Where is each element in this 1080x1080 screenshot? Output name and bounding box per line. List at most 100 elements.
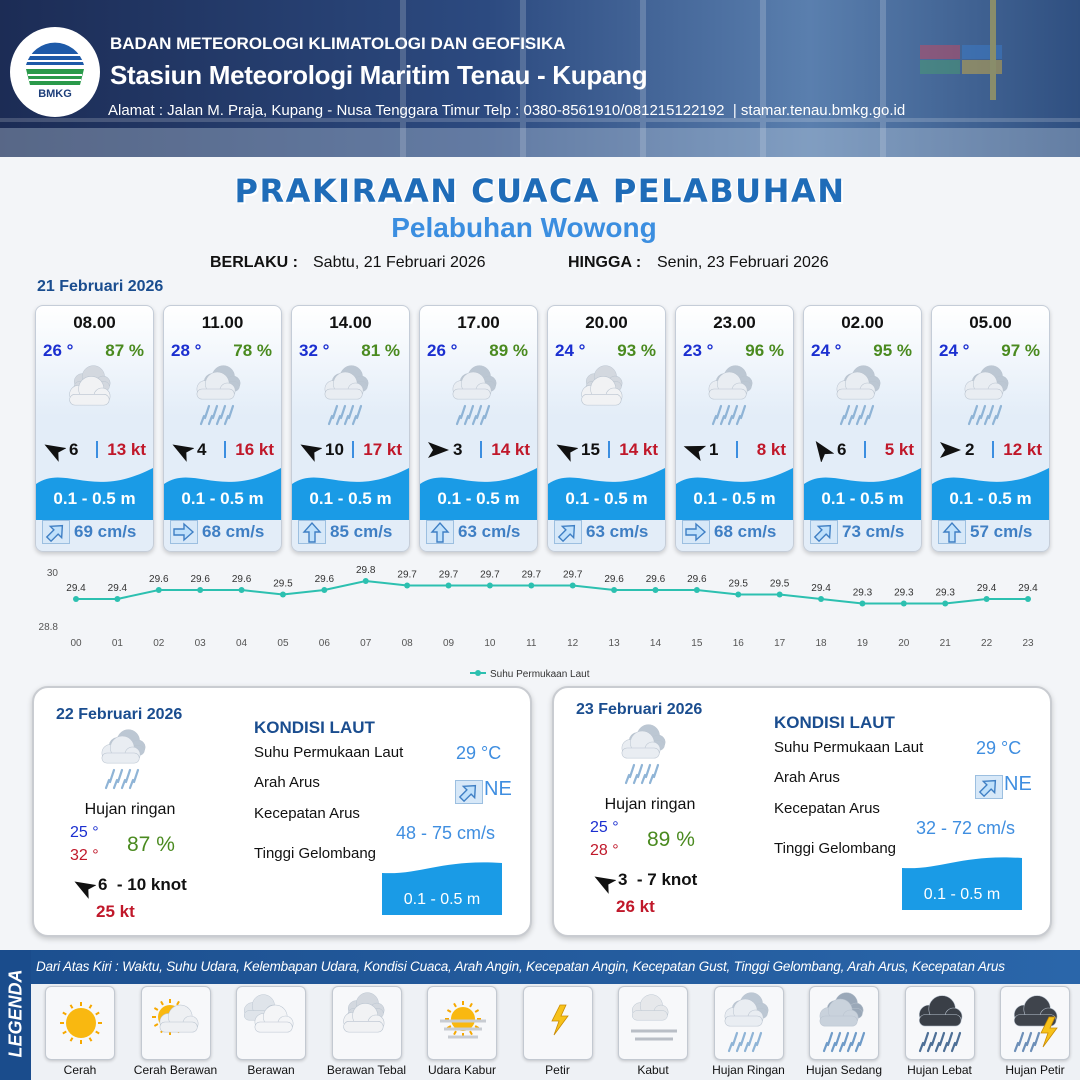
page-title: PRAKIRAAN CUACA PELABUHAN bbox=[234, 172, 846, 210]
icon-part bbox=[880, 0, 886, 157]
sst: 29 °C bbox=[976, 738, 1022, 758]
sst-point bbox=[569, 582, 576, 589]
icon-part bbox=[621, 747, 660, 759]
data-label: 29.7 bbox=[522, 570, 542, 581]
icon-part bbox=[822, 1041, 829, 1053]
station-name: Stasiun Meteorologi Maritim Tenau - Kupa… bbox=[110, 60, 648, 90]
address: Alamat : Jalan M. Praja, Kupang - Nusa T… bbox=[108, 102, 906, 119]
icon-part bbox=[938, 1031, 945, 1047]
logo bbox=[8, 25, 102, 124]
icon-part bbox=[62, 1030, 67, 1035]
icon-part bbox=[548, 468, 665, 520]
icon-part bbox=[854, 1041, 861, 1053]
icon-part bbox=[902, 857, 1022, 910]
icon-part bbox=[101, 735, 141, 764]
wind: 6 - 10 knot bbox=[98, 875, 187, 894]
icon-part bbox=[95, 1011, 100, 1016]
wind-speed: 3 bbox=[453, 440, 463, 459]
icon-part bbox=[731, 404, 739, 420]
icon-part bbox=[400, 0, 406, 157]
forecast-card: 14.00 32 ° 81 % 10 17 kt 0.1 - 0.5 m 85 cm/s bbox=[291, 305, 410, 552]
icon-part bbox=[243, 994, 294, 1033]
icon-part bbox=[682, 520, 710, 544]
icon-part bbox=[550, 1004, 569, 1036]
humidity: 93 % bbox=[617, 341, 656, 360]
wave-height: 0.1 - 0.5 m bbox=[949, 489, 1032, 508]
legend-item: Hujan Sedang bbox=[805, 1063, 883, 1077]
time: 17.00 bbox=[457, 313, 500, 332]
current-arrow bbox=[682, 520, 710, 549]
icon-part bbox=[983, 414, 990, 426]
separator bbox=[96, 441, 98, 458]
x-tick-label: 22 bbox=[981, 638, 993, 649]
icon-part bbox=[550, 1004, 569, 1036]
icon-part bbox=[324, 388, 363, 400]
icon-part bbox=[42, 520, 70, 544]
icon-part bbox=[428, 442, 449, 458]
icon-part bbox=[719, 414, 726, 426]
wind-speed: 1 bbox=[709, 440, 719, 459]
icon-part bbox=[964, 365, 1009, 426]
x-tick-label: 20 bbox=[898, 638, 910, 649]
current-speed: 32 - 72 cm/s bbox=[916, 818, 1016, 838]
logo-text: BMKG bbox=[38, 88, 72, 100]
sst-point bbox=[693, 587, 700, 593]
data-label: 29.4 bbox=[811, 583, 831, 594]
icon-part bbox=[839, 404, 875, 426]
sst-point bbox=[279, 591, 286, 598]
icon-part bbox=[711, 404, 747, 426]
icon-part bbox=[683, 445, 707, 461]
icon-part bbox=[343, 414, 350, 426]
icon-part bbox=[95, 1030, 100, 1035]
legend-label: Suhu Permukaan Laut bbox=[490, 669, 590, 680]
wind-speed: 4 bbox=[197, 440, 207, 459]
icon-part bbox=[203, 404, 211, 420]
icon-part bbox=[819, 992, 866, 1053]
gust: 25 kt bbox=[96, 902, 135, 921]
condition: Hujan ringan bbox=[84, 801, 176, 818]
humidity: 78 % bbox=[233, 341, 272, 360]
icon-part bbox=[581, 394, 622, 406]
current-speed: 57 cm/s bbox=[970, 522, 1033, 541]
icon-part bbox=[918, 995, 962, 1053]
data-label: 29.8 bbox=[356, 565, 376, 576]
icon-part bbox=[0, 118, 1080, 122]
legend-icon-box bbox=[1000, 986, 1070, 1060]
sst-point bbox=[818, 596, 825, 602]
legend-item: Hujan Ringan bbox=[712, 1063, 785, 1077]
icon-part bbox=[196, 371, 236, 400]
icon-part bbox=[978, 779, 997, 798]
icon-part bbox=[967, 404, 1003, 426]
icon-part bbox=[69, 365, 111, 406]
icon-part bbox=[342, 1003, 384, 1033]
current-dir: NE bbox=[484, 778, 512, 800]
sst-point bbox=[528, 582, 535, 589]
humidity: 97 % bbox=[1001, 341, 1040, 360]
x-tick-label: 02 bbox=[153, 638, 165, 649]
icon-part bbox=[173, 522, 195, 542]
temp-max: 28 ° bbox=[590, 842, 619, 859]
wave bbox=[804, 462, 921, 525]
icon-part bbox=[26, 42, 84, 65]
legend-marker bbox=[475, 670, 481, 676]
current-dir-label: Arah Arus bbox=[254, 774, 320, 791]
data-label: 29.5 bbox=[273, 579, 293, 590]
icon-part bbox=[254, 1021, 293, 1033]
legend-icon-box bbox=[45, 986, 115, 1060]
icon-part bbox=[60, 1002, 102, 1044]
legend-icon bbox=[810, 991, 878, 1060]
wind: 3 - 7 knot bbox=[618, 870, 698, 889]
sst-point bbox=[486, 582, 493, 589]
legend-item: Berawan Tebal bbox=[326, 1063, 407, 1077]
icon-part bbox=[859, 404, 867, 420]
wave bbox=[548, 462, 665, 525]
sst-point bbox=[1025, 596, 1031, 602]
legend-icon bbox=[333, 991, 401, 1060]
sst: 29 °C bbox=[456, 743, 502, 763]
icon-part bbox=[938, 520, 966, 544]
icon-part bbox=[652, 763, 660, 779]
icon-part bbox=[964, 388, 1003, 400]
header-art bbox=[0, 0, 1080, 157]
current-speed: 48 - 75 cm/s bbox=[396, 823, 496, 843]
icon-part bbox=[104, 778, 111, 790]
